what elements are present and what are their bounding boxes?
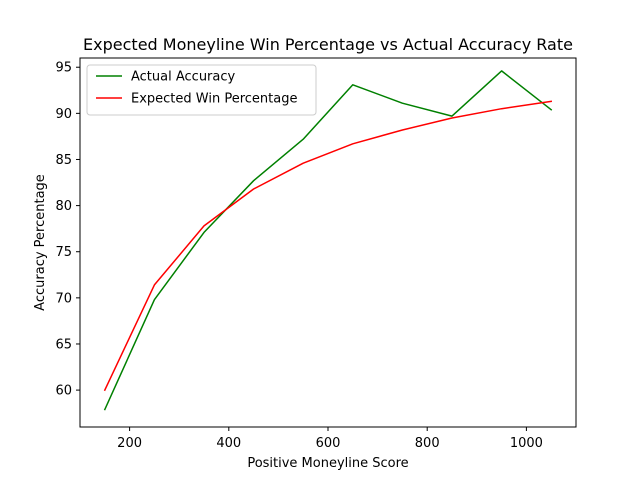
legend: Actual Accuracy Expected Win Percentage (86, 64, 317, 116)
x-axis-label: Positive Moneyline Score (247, 456, 408, 471)
y-tick-label: 85 (55, 153, 72, 168)
y-tick-label: 95 (55, 61, 72, 76)
series-line-1 (103, 70, 553, 411)
y-axis: 60 65 70 75 80 85 90 95 (55, 61, 80, 399)
legend-label-2: Expected Win Percentage (131, 92, 297, 107)
y-tick-label: 65 (55, 337, 72, 352)
x-tick-label: 200 (117, 436, 142, 451)
y-tick-label: 70 (55, 291, 72, 306)
x-tick-label: 1000 (510, 436, 543, 451)
series-line-2 (103, 100, 553, 392)
x-tick-label: 400 (216, 436, 241, 451)
y-tick-label: 75 (55, 245, 72, 260)
y-tick-label: 60 (55, 384, 72, 399)
x-axis: 200 400 600 800 1000 (117, 427, 543, 451)
legend-box (86, 64, 317, 116)
x-tick-label: 600 (316, 436, 341, 451)
y-tick-label: 80 (55, 199, 72, 214)
x-tick-label: 800 (415, 436, 440, 451)
y-tick-label: 90 (55, 107, 72, 122)
chart-title: Expected Moneyline Win Percentage vs Act… (83, 35, 573, 54)
series-layer (103, 70, 553, 411)
legend-label-1: Actual Accuracy (131, 70, 236, 85)
y-axis-label: Accuracy Percentage (33, 174, 48, 311)
